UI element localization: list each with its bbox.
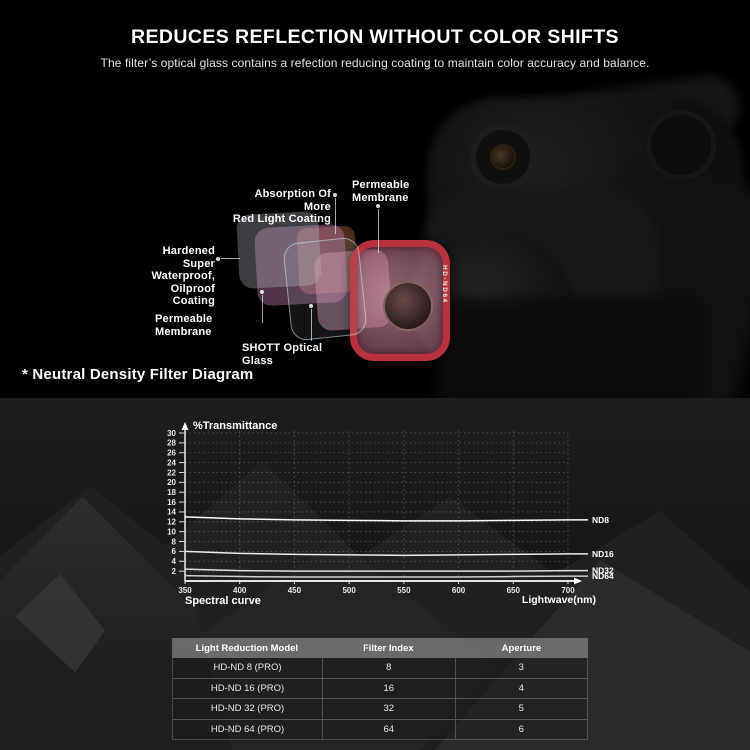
drone-sensor-right bbox=[646, 110, 716, 180]
table-cell: 6 bbox=[454, 719, 587, 739]
table-cell: 8 bbox=[322, 658, 454, 678]
table-row: HD-ND 32 (PRO) 32 5 bbox=[173, 698, 587, 719]
connector-dot bbox=[309, 304, 313, 308]
gimbal-shadow bbox=[438, 298, 703, 398]
connector-line bbox=[311, 309, 312, 341]
svg-text:2: 2 bbox=[172, 567, 177, 576]
svg-text:ND16: ND16 bbox=[592, 549, 614, 559]
table-row: HD-ND 8 (PRO) 8 3 bbox=[173, 658, 587, 678]
table-header: Light Reduction Model bbox=[195, 642, 299, 654]
svg-text:650: 650 bbox=[507, 586, 521, 595]
page-subtitle: The filter’s optical glass contains a re… bbox=[100, 56, 650, 70]
svg-text:10: 10 bbox=[167, 527, 176, 536]
connector-line bbox=[335, 198, 336, 234]
filter-spec-table: Light Reduction Model Filter Index Apert… bbox=[172, 638, 588, 740]
svg-text:14: 14 bbox=[167, 508, 176, 517]
table-cell: 3 bbox=[454, 658, 587, 678]
svg-text:24: 24 bbox=[167, 458, 176, 467]
svg-text:500: 500 bbox=[342, 586, 356, 595]
table-row: HD-ND 16 (PRO) 16 4 bbox=[173, 677, 587, 698]
svg-text:26: 26 bbox=[167, 449, 176, 458]
svg-text:6: 6 bbox=[172, 547, 177, 556]
layer-shott-optical-glass bbox=[282, 236, 368, 342]
table-cell: 64 bbox=[322, 719, 454, 739]
filter-exploded-diagram: HD-ND64 Absorption Of More Red Light Coa… bbox=[22, 72, 750, 398]
svg-text:Spectral curve: Spectral curve bbox=[185, 595, 261, 607]
table-cell: HD-ND 8 (PRO) bbox=[213, 662, 282, 674]
svg-text:350: 350 bbox=[178, 586, 192, 595]
svg-text:18: 18 bbox=[167, 488, 176, 497]
label-permeable-membrane-top: Permeable Membrane bbox=[352, 179, 410, 204]
svg-text:%Transmittance: %Transmittance bbox=[193, 420, 277, 432]
svg-text:ND64: ND64 bbox=[592, 571, 614, 581]
svg-text:ND8: ND8 bbox=[592, 515, 609, 525]
table-body: HD-ND 8 (PRO) 8 3 HD-ND 16 (PRO) 16 4 HD… bbox=[172, 658, 588, 740]
connector-line bbox=[221, 258, 240, 259]
svg-text:28: 28 bbox=[167, 439, 176, 448]
connector-dot bbox=[260, 290, 264, 294]
sensor-lens bbox=[490, 144, 516, 170]
table-cell: 5 bbox=[454, 699, 587, 719]
svg-text:700: 700 bbox=[561, 586, 575, 595]
svg-text:20: 20 bbox=[167, 478, 176, 487]
connector-dot bbox=[376, 204, 380, 208]
svg-text:400: 400 bbox=[233, 586, 247, 595]
connector-dot bbox=[216, 257, 220, 261]
drone-sensor-left bbox=[470, 124, 536, 190]
svg-text:ND32: ND32 bbox=[592, 566, 614, 576]
svg-text:30: 30 bbox=[167, 429, 176, 438]
svg-text:450: 450 bbox=[288, 586, 302, 595]
table-cell: 16 bbox=[322, 678, 454, 698]
svg-text:8: 8 bbox=[172, 537, 177, 546]
table-header: Aperture bbox=[501, 642, 542, 654]
table-cell: 32 bbox=[322, 699, 454, 719]
camera-lens bbox=[383, 281, 433, 331]
connector-dot bbox=[333, 193, 337, 197]
svg-text:550: 550 bbox=[397, 586, 411, 595]
table-header-row: Light Reduction Model Filter Index Apert… bbox=[172, 638, 588, 658]
label-permeable-membrane-bottom: Permeable Membrane bbox=[155, 313, 213, 338]
table-cell: HD-ND 32 (PRO) bbox=[210, 703, 285, 715]
svg-text:600: 600 bbox=[452, 586, 466, 595]
page-title: REDUCES REFLECTION WITHOUT COLOR SHIFTS bbox=[131, 26, 619, 48]
svg-text:12: 12 bbox=[167, 518, 176, 527]
svg-text:4: 4 bbox=[172, 557, 177, 566]
connector-line bbox=[262, 295, 263, 323]
nd-filter-frame: HD-ND64 bbox=[350, 240, 450, 361]
table-row: HD-ND 64 (PRO) 64 6 bbox=[173, 718, 587, 739]
label-shott-optical-glass: SHOTT Optical Glass bbox=[242, 342, 323, 367]
connector-line bbox=[378, 209, 379, 253]
filter-model-text: HD-ND64 bbox=[441, 265, 448, 304]
svg-text:Lightwave(nm): Lightwave(nm) bbox=[522, 594, 596, 606]
label-hardened-coating: Hardened Super Waterproof, Oilproof Coat… bbox=[151, 245, 215, 307]
label-absorption-coating: Absorption Of More Red Light Coating bbox=[232, 188, 331, 225]
table-cell: HD-ND 16 (PRO) bbox=[210, 682, 285, 694]
table-cell: 4 bbox=[454, 678, 587, 698]
svg-text:16: 16 bbox=[167, 498, 176, 507]
svg-text:22: 22 bbox=[167, 468, 176, 477]
table-header: Filter Index bbox=[362, 642, 414, 654]
spectral-curve-section: 2 4 6 8 10 12 14 16 18 20 22 24 26 28 30 350 400 450 500 55… bbox=[0, 398, 750, 750]
diagram-caption: * Neutral Density Filter Diagram bbox=[22, 366, 254, 383]
table-cell: HD-ND 64 (PRO) bbox=[210, 723, 285, 735]
